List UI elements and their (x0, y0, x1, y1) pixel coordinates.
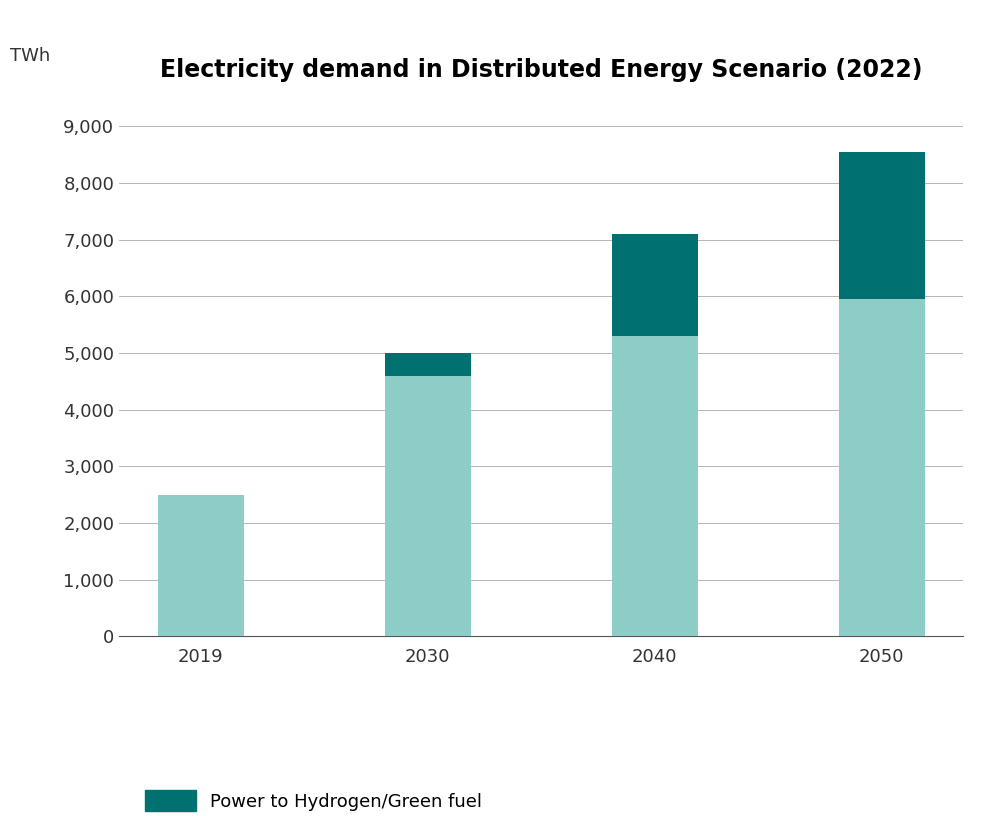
Bar (612, 234, 698, 336)
Bar (384, 353, 471, 375)
Title: Electricity demand in Distributed Energy Scenario (2022): Electricity demand in Distributed Energy… (160, 58, 922, 82)
Bar (612, 336, 698, 636)
Bar (158, 494, 244, 636)
Legend: Power to Hydrogen/Green fuel, Aggregated electricity consumption: Power to Hydrogen/Green fuel, Aggregated… (145, 790, 533, 816)
Bar (384, 375, 471, 636)
Bar (838, 152, 924, 299)
Text: TWh: TWh (10, 47, 51, 65)
Bar (838, 299, 924, 636)
